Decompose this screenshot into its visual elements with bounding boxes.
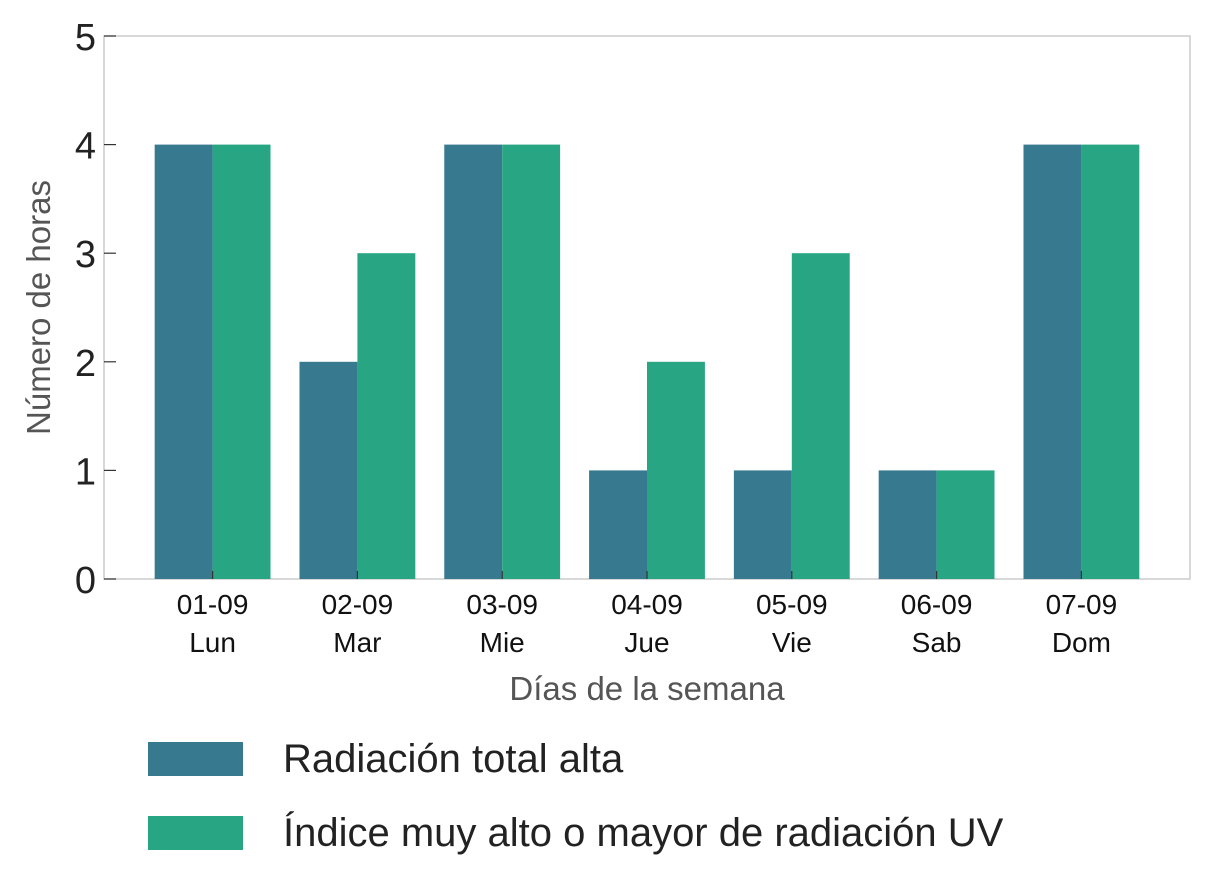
x-tick-label-date: 05-09 xyxy=(756,589,828,620)
legend-item-radiacion-total: Radiación total alta xyxy=(148,722,1003,796)
bar-radiacion-total xyxy=(1023,144,1082,579)
bar-indice-uv xyxy=(647,361,705,579)
bar-indice-uv xyxy=(357,253,416,579)
bar-radiacion-total xyxy=(444,144,503,579)
bar-indice-uv xyxy=(936,470,995,579)
y-tick-label: 0 xyxy=(75,560,96,602)
bar-radiacion-total xyxy=(154,144,213,579)
bar-radiacion-total xyxy=(299,361,358,579)
y-tick-label: 2 xyxy=(75,343,96,385)
x-tick-label-day: Dom xyxy=(1052,627,1111,658)
bar-radiacion-total xyxy=(589,470,647,579)
bar-radiacion-total xyxy=(733,470,792,579)
legend-swatch-radiacion-total xyxy=(148,742,243,776)
x-tick-label-day: Mie xyxy=(480,627,525,658)
x-tick-label-day: Jue xyxy=(624,627,669,658)
legend-label-indice-uv: Índice muy alto o mayor de radiación UV xyxy=(283,810,1004,855)
x-tick-label-date: 04-09 xyxy=(611,589,683,620)
x-tick-label-day: Vie xyxy=(772,627,812,658)
y-axis-label: Número de horas xyxy=(20,180,57,435)
x-tick-label-day: Mar xyxy=(333,627,381,658)
y-tick-label: 4 xyxy=(75,126,96,168)
legend: Radiación total alta Índice muy alto o m… xyxy=(148,722,1003,870)
x-tick-label-date: 07-09 xyxy=(1046,589,1118,620)
x-tick-label-day: Sab xyxy=(912,627,962,658)
bar-indice-uv xyxy=(791,253,850,579)
x-tick-label-date: 03-09 xyxy=(466,589,538,620)
x-tick-label-date: 02-09 xyxy=(322,589,394,620)
x-tick-label-date: 06-09 xyxy=(901,589,973,620)
legend-item-indice-uv: Índice muy alto o mayor de radiación UV xyxy=(148,796,1003,870)
legend-swatch-indice-uv xyxy=(148,816,243,850)
x-tick-label-day: Lun xyxy=(189,627,236,658)
bar-indice-uv xyxy=(1081,144,1140,579)
bar-radiacion-total xyxy=(878,470,937,579)
legend-label-radiacion-total: Radiación total alta xyxy=(283,736,624,781)
bar-indice-uv xyxy=(212,144,271,579)
y-tick-label: 1 xyxy=(75,451,96,493)
bar-indice-uv xyxy=(502,144,561,579)
x-tick-label-date: 01-09 xyxy=(177,589,249,620)
y-tick-label: 5 xyxy=(75,17,96,59)
y-tick-label: 3 xyxy=(75,234,96,276)
x-axis-label: Días de la semana xyxy=(509,670,785,707)
